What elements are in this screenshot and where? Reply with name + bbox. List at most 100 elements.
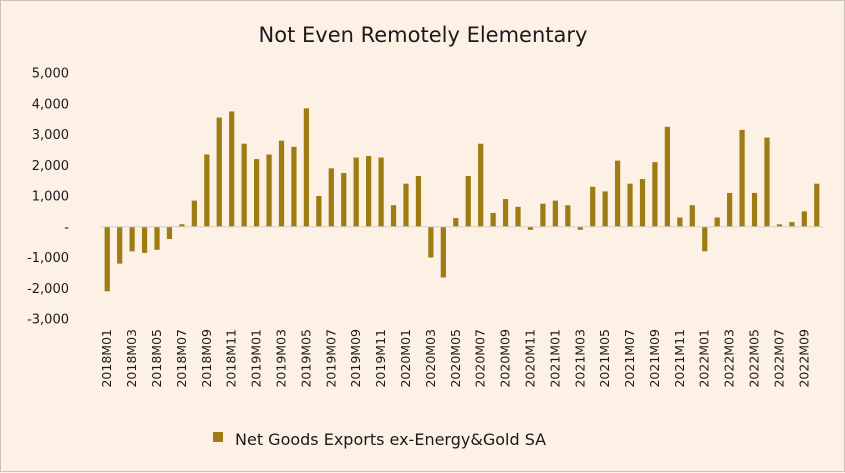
- bar-2018M08: [191, 200, 197, 227]
- bar-2019M02: [266, 154, 272, 227]
- bar-2019M09: [353, 157, 359, 227]
- bar-2019M03: [278, 140, 285, 227]
- bar-2018M01: [104, 226, 110, 292]
- x-tick-label: 2019M07: [323, 329, 338, 388]
- bar-2021M10: [664, 126, 671, 227]
- x-tick-label: 2018M03: [124, 329, 139, 388]
- bars: [104, 108, 820, 292]
- y-tick-label: 4,000: [32, 97, 69, 112]
- x-tick-label: 2019M11: [373, 329, 388, 388]
- bar-2019M11: [378, 157, 384, 227]
- bar-2020M06: [465, 176, 471, 227]
- x-axis-ticks: 2018M01 2018M03 2018M05 2018M07 2018M09 2018M…: [99, 329, 811, 388]
- x-tick-label: 2020M09: [498, 329, 513, 388]
- bar-2020M02: [415, 176, 422, 227]
- bar-2018M09: [204, 154, 210, 227]
- y-tick-label: 1,000: [32, 190, 69, 205]
- bar-2021M06: [614, 160, 621, 227]
- bar-2021M05: [602, 191, 608, 227]
- x-tick-label: 2019M01: [249, 329, 264, 388]
- x-tick-label: 2019M09: [348, 329, 363, 388]
- bar-2020M03: [428, 226, 434, 258]
- x-tick-label: 2021M05: [597, 329, 612, 388]
- bar-2021M08: [639, 179, 646, 227]
- y-tick-label: -1,000: [27, 251, 69, 266]
- x-tick-label: 2018M11: [224, 329, 239, 388]
- x-tick-label: 2020M01: [398, 329, 413, 388]
- bar-2020M10: [515, 206, 521, 227]
- x-tick-label: 2022M01: [697, 329, 712, 388]
- x-tick-label: 2018M09: [199, 329, 214, 388]
- y-tick-label: 3,000: [32, 128, 69, 143]
- bar-2020M07: [478, 143, 484, 227]
- y-tick-label: -2,000: [27, 282, 69, 297]
- legend-swatch: [213, 432, 223, 442]
- bar-2021M12: [689, 205, 695, 227]
- bar-2019M10: [366, 156, 372, 227]
- x-tick-label: 2021M03: [572, 329, 587, 388]
- y-tick-label: 2,000: [32, 159, 69, 174]
- bar-2019M12: [390, 205, 397, 227]
- bar-2020M11: [527, 226, 534, 230]
- bar-2022M02: [714, 217, 720, 227]
- legend: Net Goods Exports ex-Energy&Gold SA: [213, 430, 546, 449]
- x-tick-label: 2022M07: [771, 329, 786, 388]
- bar-2021M01: [552, 200, 558, 227]
- x-tick-label: 2021M11: [672, 329, 687, 388]
- y-tick-label: -3,000: [27, 313, 69, 328]
- bar-2021M11: [677, 217, 683, 227]
- bar-2018M04: [141, 226, 148, 253]
- x-tick-label: 2021M09: [647, 329, 662, 388]
- bar-2018M11: [229, 111, 235, 227]
- x-tick-label: 2020M07: [473, 329, 488, 388]
- bar-2018M06: [166, 226, 173, 240]
- bar-2018M10: [216, 117, 222, 227]
- bar-2021M03: [577, 226, 583, 230]
- bar-2019M08: [341, 172, 347, 227]
- bar-2019M06: [316, 196, 322, 227]
- x-tick-label: 2019M03: [274, 329, 289, 388]
- bar-2020M01: [403, 183, 409, 227]
- bar-2020M09: [502, 199, 509, 227]
- bar-2022M06: [764, 137, 770, 227]
- bar-2020M05: [453, 218, 459, 227]
- bar-2022M08: [789, 222, 795, 227]
- x-tick-label: 2022M05: [747, 329, 762, 388]
- bar-2020M12: [540, 203, 546, 227]
- x-tick-label: 2020M05: [448, 329, 463, 388]
- x-tick-label: 2018M01: [99, 329, 114, 388]
- y-tick-label: 5,000: [32, 67, 69, 82]
- chart-title: Not Even Remotely Elementary: [259, 23, 588, 47]
- bar-2022M05: [751, 192, 758, 227]
- bar-2020M08: [490, 212, 496, 227]
- x-tick-label: 2021M01: [547, 329, 562, 388]
- bar-2022M03: [727, 192, 733, 227]
- bar-2019M04: [291, 146, 297, 227]
- x-tick-label: 2019M05: [298, 329, 313, 388]
- bar-2018M02: [117, 226, 123, 264]
- x-tick-label: 2022M09: [796, 329, 811, 388]
- x-tick-label: 2018M07: [174, 329, 189, 388]
- bar-2022M07: [776, 224, 783, 227]
- bar-2022M04: [739, 129, 745, 227]
- bar-2018M03: [129, 226, 135, 252]
- bar-2022M01: [702, 226, 708, 252]
- bar-2021M07: [627, 183, 633, 227]
- bar-2019M05: [303, 108, 310, 227]
- x-tick-label: 2022M03: [722, 329, 737, 388]
- bar-2020M04: [440, 226, 446, 278]
- x-tick-label: 2018M05: [149, 329, 164, 388]
- legend-label: Net Goods Exports ex-Energy&Gold SA: [235, 430, 546, 449]
- bar-2021M09: [652, 162, 658, 227]
- bar-2018M05: [154, 226, 160, 250]
- y-axis-ticks: 5,000 4,000 3,000 2,000 1,000 - -1,000 -2,000 -3…: [27, 67, 69, 328]
- bar-2018M07: [179, 224, 185, 227]
- bar-2019M01: [253, 159, 260, 227]
- bar-2022M10: [814, 183, 820, 227]
- bar-2019M07: [328, 168, 334, 227]
- bar-2022M09: [801, 211, 807, 227]
- bar-2021M04: [590, 186, 596, 227]
- bar-2018M12: [241, 143, 247, 227]
